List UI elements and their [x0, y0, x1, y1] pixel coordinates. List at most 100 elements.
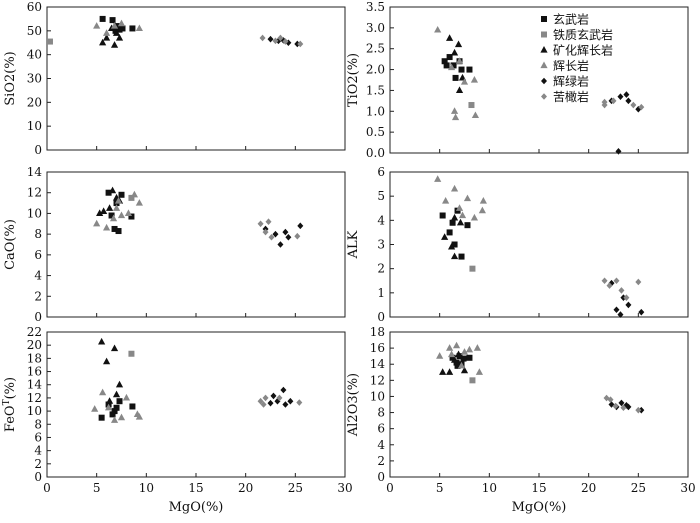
tio2-point-basalt — [466, 66, 473, 73]
alk-point-diabase — [608, 279, 615, 287]
feo-y-tick-label: 14 — [27, 378, 43, 392]
tio2-point-picrite — [601, 101, 608, 109]
feo-x-tick-label: 0 — [43, 481, 51, 495]
cao-point-basalt — [128, 213, 135, 220]
tio2-point-basalt — [452, 74, 459, 81]
tio2-y-tick-label: 2.5 — [366, 42, 385, 56]
al2o3-point-picrite — [612, 402, 619, 410]
al2o3-y-tick-label: 18 — [370, 325, 385, 339]
feo-x-axis-label: MgO(%) — [169, 500, 224, 515]
cao-point-diabase — [272, 230, 279, 238]
feo-x-tick-label: 30 — [337, 481, 352, 495]
feo-point-picrite — [260, 401, 267, 408]
tio2-point-picrite — [638, 103, 645, 111]
al2o3-point-min_gabbro — [450, 356, 459, 363]
al2o3-point-min_gabbro — [454, 350, 463, 358]
cao-point-gabbro — [135, 199, 143, 206]
al2o3-point-picrite — [635, 406, 642, 414]
alk-point-gabbro — [455, 204, 464, 211]
al2o3-point-gabbro — [457, 361, 466, 369]
al2o3-point-gabbro — [473, 344, 482, 351]
alk-point-picrite — [635, 278, 642, 286]
panel-sio2: 0 10 20 30 40 50 60 SiO2(%) — [3, 0, 346, 157]
al2o3-point-min_gabbro — [446, 368, 454, 375]
cao-point-min_gabbro — [96, 209, 104, 217]
tio2-y-tick-label: 0.5 — [366, 125, 385, 139]
feo-point-gabbro — [99, 388, 107, 396]
sio2-point-diabase — [285, 39, 292, 47]
sio2-y-tick-label: 60 — [27, 0, 42, 14]
feo-point-basalt — [116, 398, 123, 405]
tio2-point-fe_basalt — [468, 102, 475, 109]
alk-point-basalt — [451, 241, 458, 248]
sio2-point-gabbro — [135, 24, 143, 32]
al2o3-point-min_gabbro — [460, 366, 469, 374]
alk-point-picrite — [623, 294, 630, 301]
cao-point-basalt — [105, 189, 112, 196]
panel-al2o3: 0 5 10 15 20 25 30024681012141618Al2O3(%)MgO(%… — [346, 325, 696, 515]
cao-point-fe_basalt — [128, 194, 135, 201]
feo-point-gabbro — [91, 405, 99, 412]
al2o3-x-axis-label: MgO(%) — [512, 500, 567, 515]
alk-y-tick-label: 1 — [377, 286, 385, 300]
cao-point-gabbro — [130, 190, 139, 198]
tio2-point-gabbro — [451, 113, 460, 121]
alk-point-basalt — [439, 212, 446, 219]
legend-marker-picrite — [541, 93, 547, 100]
legend-label-diabase: 辉绿岩 — [553, 74, 589, 89]
al2o3-y-tick-label: 10 — [370, 389, 385, 403]
alk-y-tick-label: 5 — [377, 189, 385, 203]
tio2-point-basalt — [458, 66, 465, 73]
sio2-point-picrite — [297, 40, 304, 48]
al2o3-y-tick-label: 14 — [370, 357, 386, 371]
tio2-point-picrite — [610, 97, 617, 105]
cao-point-diabase — [282, 228, 289, 236]
al2o3-x-tick-label: 30 — [680, 481, 695, 495]
al2o3-x-tick-label: 25 — [631, 481, 646, 495]
tio2-point-diabase — [623, 91, 630, 98]
sio2-point-picrite — [259, 34, 266, 42]
cao-point-diabase — [297, 222, 304, 230]
feo-point-min_gabbro — [110, 344, 119, 352]
alk-point-fe_basalt — [469, 265, 476, 272]
alk-point-gabbro — [442, 197, 450, 204]
tio2-point-gabbro — [455, 57, 464, 64]
sio2-point-basalt — [109, 17, 116, 24]
al2o3-point-gabbro — [446, 344, 454, 351]
alk-point-gabbro — [458, 211, 467, 219]
al2o3-y-tick-label: 0 — [377, 470, 385, 484]
feo-x-tick-label: 5 — [93, 481, 101, 495]
cao-point-picrite — [262, 228, 269, 236]
sio2-y-tick-label: 40 — [27, 48, 42, 62]
feo-y-tick-label: 8 — [34, 417, 42, 431]
alk-point-gabbro — [479, 197, 487, 204]
feo-x-tick-label: 15 — [188, 481, 203, 495]
feo-y-tick-label: 2 — [34, 457, 42, 471]
feo-point-basalt — [109, 411, 116, 418]
cao-plot-frame — [46, 171, 346, 318]
feo-y-axis-label: FeOT(%) — [2, 377, 18, 432]
feo-point-min_gabbro — [98, 337, 106, 345]
sio2-point-gabbro — [93, 22, 101, 29]
al2o3-point-gabbro — [465, 345, 474, 353]
cao-point-diabase — [277, 241, 284, 248]
al2o3-x-tick-label: 20 — [581, 481, 596, 495]
sio2-point-min_gabbro — [112, 29, 121, 36]
cao-point-gabbro — [124, 209, 133, 217]
feo-point-min_gabbro — [105, 397, 114, 404]
al2o3-y-tick-label: 8 — [377, 406, 385, 420]
sio2-point-basalt — [119, 25, 126, 32]
alk-y-tick-label: 0 — [377, 310, 385, 324]
cao-point-min_gabbro — [100, 207, 108, 214]
sio2-point-min_gabbro — [115, 33, 124, 41]
panel-tio2: 0.0 0.5 1.0 1.5 2.0 2.5 3.0 3.5 TiO2(%) — [346, 0, 689, 160]
legend-label-gabbro: 辉长岩 — [553, 58, 589, 73]
cao-y-tick-label: 0 — [34, 310, 42, 324]
al2o3-point-basalt — [466, 354, 473, 361]
legend-marker-diabase — [541, 77, 547, 85]
tio2-point-min_gabbro — [446, 34, 454, 41]
feo-point-diabase — [280, 386, 287, 394]
al2o3-plot-frame — [389, 331, 689, 478]
al2o3-point-diabase — [623, 402, 630, 409]
